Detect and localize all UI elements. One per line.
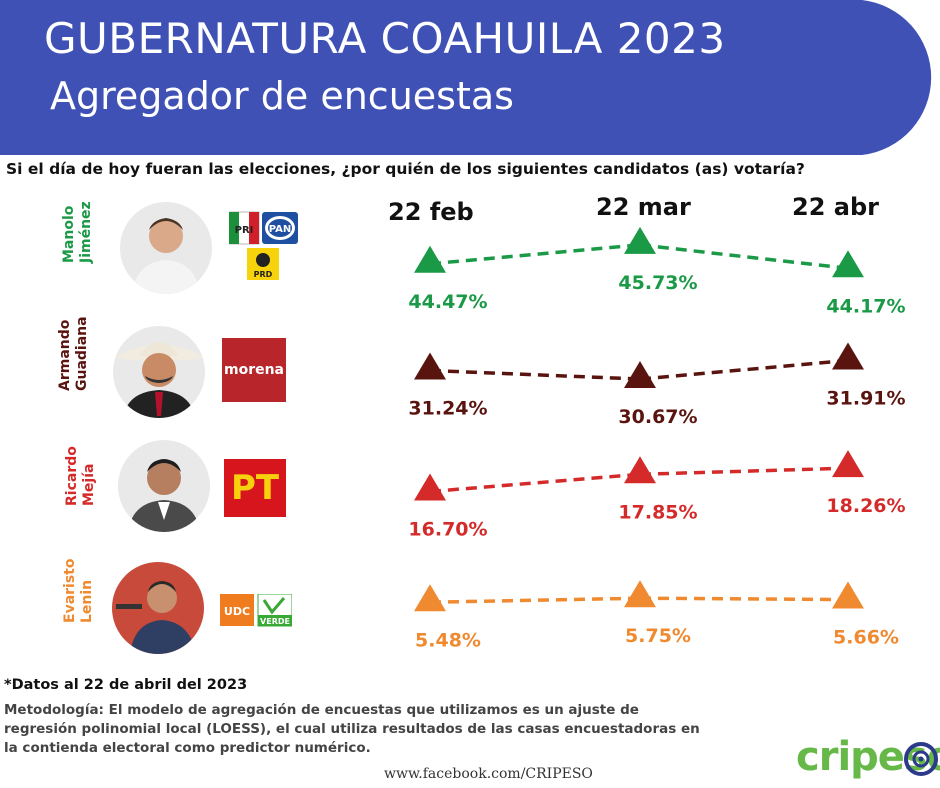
data-label: 5.66% (833, 627, 899, 649)
data-point-marker (414, 245, 446, 273)
person-icon (128, 459, 200, 532)
series-line-segment (639, 358, 849, 381)
avatar-mejia (118, 440, 210, 532)
party-logos-udc-verde: UDC VERDE (220, 594, 292, 627)
person-icon (132, 218, 200, 294)
data-point-marker (414, 473, 446, 501)
pri-logo-text: PRI (235, 225, 254, 236)
series-line-segment (429, 596, 641, 604)
data-point-marker (624, 456, 656, 484)
header-banner: GUBERNATURA COAHUILA 2023 Agregador de e… (0, 0, 940, 155)
prd-logo-text: PRD (254, 270, 273, 279)
date-label-feb: 22 feb (388, 198, 474, 226)
series-line-segment (639, 596, 849, 602)
party-logos-pri-pan-prd: PRI PAN PRD (229, 211, 298, 280)
data-label: 30.67% (618, 406, 697, 428)
date-label-abr: 22 abr (792, 193, 879, 221)
series-line-segment (639, 243, 849, 271)
data-point-marker (414, 584, 446, 612)
header-background (0, 0, 932, 155)
data-label: 18.26% (826, 495, 905, 517)
facebook-link[interactable]: www.facebook.com/CRIPESO (384, 766, 593, 782)
data-label: 44.47% (408, 291, 487, 313)
data-point-marker (832, 450, 864, 478)
series-line-segment (429, 368, 641, 381)
methodology-text: Metodología: El modelo de agregación de … (4, 702, 700, 756)
udc-logo-text: UDC (224, 605, 250, 618)
series-line-segment (429, 472, 641, 494)
data-label: 31.91% (826, 387, 905, 409)
verde-logo-text: VERDE (260, 617, 290, 626)
data-label: 44.17% (826, 295, 905, 317)
data-point-marker (832, 250, 864, 278)
target-icon (904, 742, 938, 776)
data-label: 45.73% (618, 272, 697, 294)
data-point-marker (624, 226, 656, 254)
avatar-lenin (112, 562, 204, 654)
data-label: 31.24% (408, 398, 487, 420)
data-label: 5.75% (625, 625, 691, 647)
avatar-guadiana (113, 326, 205, 418)
data-point-marker (414, 352, 446, 380)
pt-logo-text: PT (230, 468, 280, 508)
date-label-mar: 22 mar (596, 193, 691, 221)
page-subtitle: Agregador de encuestas (50, 74, 514, 118)
series-line-segment (639, 466, 849, 477)
page-title: GUBERNATURA COAHUILA 2023 (44, 14, 726, 63)
party-logo-morena: morena (222, 338, 286, 402)
data-point-marker (832, 581, 864, 609)
party-logo-pt: PT (224, 459, 286, 517)
data-label: 5.48% (415, 629, 481, 651)
person-icon (113, 342, 205, 418)
survey-question: Si el día de hoy fueran las elecciones, … (6, 160, 805, 178)
data-point-marker (624, 361, 656, 389)
data-date-note: *Datos al 22 de abril del 2023 (4, 677, 248, 693)
morena-logo-text: morena (223, 362, 285, 378)
series-line-segment (429, 243, 641, 266)
person-icon (112, 562, 204, 654)
data-point-marker (832, 342, 864, 370)
avatar-jimenez (120, 202, 212, 294)
data-point-marker (624, 580, 656, 608)
pan-logo-text: PAN (269, 224, 292, 235)
data-label: 16.70% (408, 519, 487, 541)
data-label: 17.85% (618, 501, 697, 523)
